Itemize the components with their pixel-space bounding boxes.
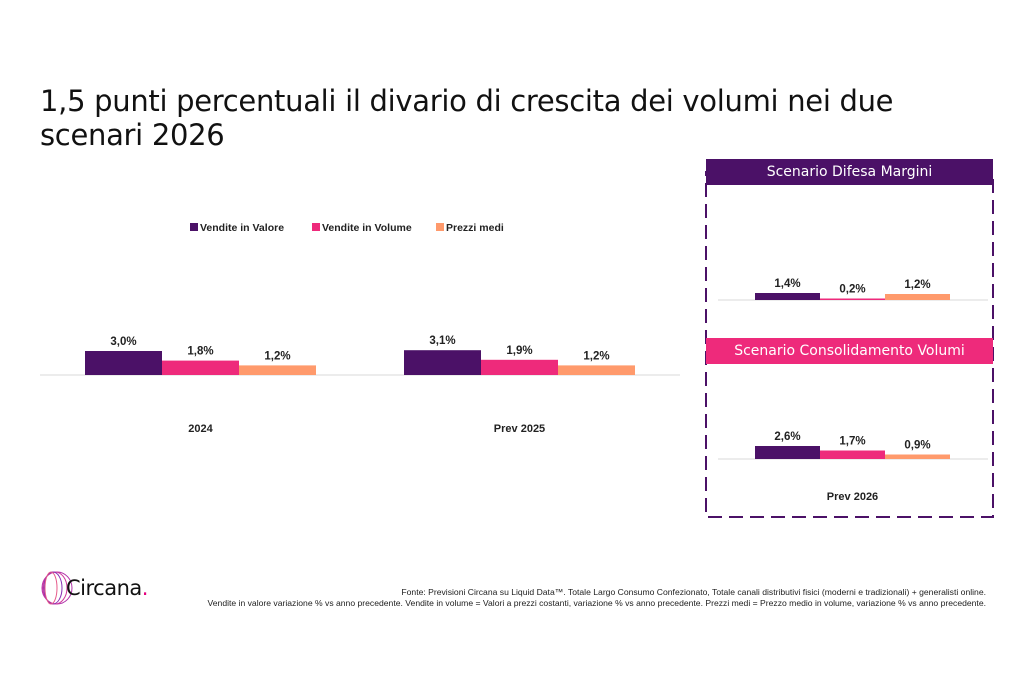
legend-swatch-1 [312, 223, 320, 231]
source-line-1: Fonte: Previsioni Circana su Liquid Data… [401, 587, 986, 597]
scenario2-data-label-1: 1,7% [839, 436, 865, 448]
legend-label-2: Prezzi medi [446, 222, 504, 234]
scenario1-bar-0 [755, 293, 820, 300]
circana-logo-icon [41, 571, 73, 605]
legend-swatch-2 [436, 223, 444, 231]
scenario2-bar-0 [755, 446, 820, 459]
group-prev-2025-category-label: Prev 2025 [494, 423, 545, 435]
scenario2-data-label-0: 2,6% [774, 431, 800, 443]
legend-swatch-0 [190, 223, 198, 231]
logo-text: Circana. [66, 576, 148, 600]
scenario1-data-label-1: 0,2% [839, 284, 865, 296]
scenario1-bar-1 [820, 298, 885, 300]
scenario1-data-label-0: 1,4% [774, 278, 800, 290]
legend-label-0: Vendite in Valore [200, 222, 284, 234]
scenario2-category-label: Prev 2026 [827, 491, 878, 503]
group-prev-2025-data-label-0: 3,1% [429, 335, 455, 347]
group-prev-2025-bar-2 [558, 365, 635, 375]
scenario1-bar-2 [885, 294, 950, 300]
group-2024-bar-1 [162, 360, 239, 375]
group-2024-bar-2 [239, 365, 316, 375]
group-2024-category-label: 2024 [188, 423, 213, 435]
legend-label-1: Vendite in Volume [322, 222, 412, 234]
page-title: 1,5 punti percentuali il divario di cres… [40, 84, 894, 152]
source-line-2: Vendite in valore variazione % vs anno p… [207, 598, 987, 608]
group-prev-2025-data-label-1: 1,9% [506, 345, 532, 357]
scenario2-bar-1 [820, 450, 885, 459]
circana-logo: Circana. [40, 570, 148, 606]
scenario2-data-label-2: 0,9% [904, 440, 930, 452]
group-2024-data-label-1: 1,8% [187, 346, 213, 358]
source-note: Fonte: Previsioni Circana su Liquid Data… [208, 587, 987, 609]
scenario-consolidamento-volumi-header: Scenario Consolidamento Volumi [706, 338, 993, 364]
group-2024-bar-0 [85, 351, 162, 375]
group-prev-2025-bar-0 [404, 350, 481, 375]
scenario2-bar-2 [885, 454, 950, 459]
scenario1-data-label-2: 1,2% [904, 279, 930, 291]
group-prev-2025-data-label-2: 1,2% [583, 350, 609, 362]
group-prev-2025-bar-1 [481, 359, 558, 375]
scenario-difesa-margini-header: Scenario Difesa Margini [706, 159, 993, 185]
group-2024-data-label-2: 1,2% [264, 350, 290, 362]
group-2024-data-label-0: 3,0% [110, 336, 136, 348]
